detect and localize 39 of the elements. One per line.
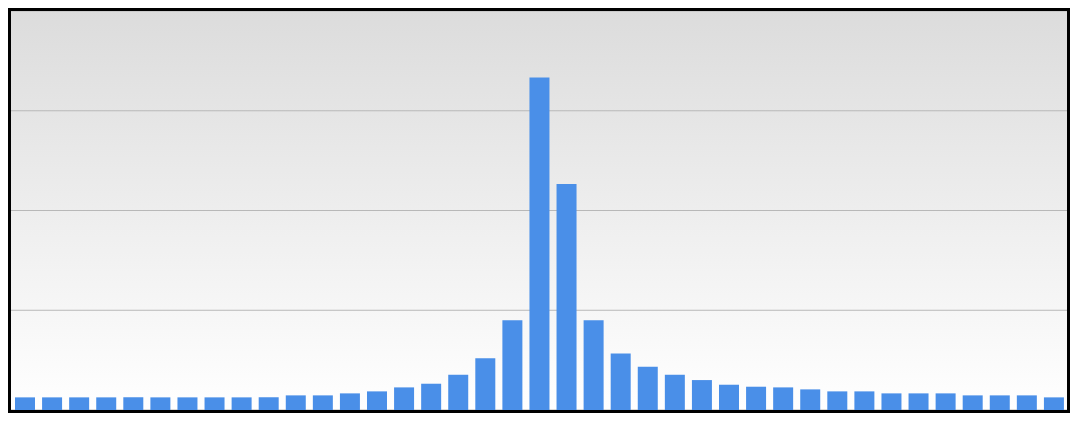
- bar: [448, 374, 469, 410]
- bar: [475, 358, 496, 410]
- bar: [610, 353, 631, 410]
- bar: [827, 391, 848, 410]
- bar: [854, 391, 875, 410]
- bar: [150, 397, 171, 410]
- bar: [502, 320, 523, 410]
- bar: [96, 397, 117, 410]
- bar: [529, 77, 550, 410]
- bar: [367, 391, 387, 410]
- bar: [800, 389, 821, 410]
- bar: [583, 320, 604, 410]
- bar: [773, 387, 794, 410]
- bar: [231, 397, 252, 410]
- bar: [881, 393, 902, 410]
- bar: [691, 380, 712, 410]
- bar: [989, 395, 1010, 410]
- bar: [421, 383, 442, 410]
- bar: [935, 393, 956, 410]
- bar: [339, 393, 360, 410]
- bar: [258, 397, 279, 410]
- bar: [204, 397, 225, 410]
- bar: [962, 395, 983, 410]
- bar: [746, 386, 767, 410]
- bar: [556, 183, 577, 410]
- bar: [123, 397, 144, 410]
- bar: [394, 387, 415, 410]
- bar: [1016, 395, 1037, 410]
- bar: [15, 397, 35, 410]
- bar: [69, 397, 90, 410]
- bar: [664, 374, 685, 410]
- bar: [908, 393, 929, 410]
- bar: [312, 395, 333, 410]
- bar: [285, 395, 306, 410]
- bar: [177, 397, 198, 410]
- bar: [719, 384, 739, 410]
- bar: [637, 366, 658, 410]
- bar: [42, 397, 63, 410]
- bar: [1043, 397, 1064, 410]
